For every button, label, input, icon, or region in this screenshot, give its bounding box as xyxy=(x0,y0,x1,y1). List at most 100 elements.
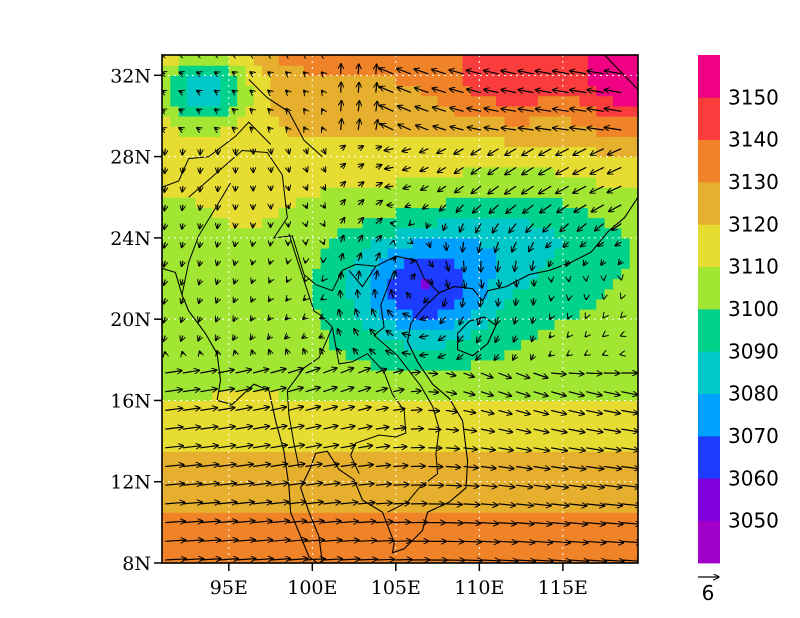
field-cell xyxy=(287,95,297,107)
wind-vector xyxy=(532,260,534,271)
field-cell xyxy=(270,522,280,534)
wind-vector xyxy=(200,521,220,523)
field-cell xyxy=(387,481,397,493)
field-cell xyxy=(287,512,297,523)
field-cell xyxy=(454,532,464,544)
field-cell xyxy=(170,309,180,320)
field-cell xyxy=(262,105,272,117)
field-cell xyxy=(454,502,464,513)
wind-vector xyxy=(164,186,165,192)
field-cell xyxy=(470,55,480,66)
field-cell xyxy=(420,248,430,259)
wind-vector xyxy=(358,119,360,131)
wind-vector xyxy=(304,298,306,300)
field-cell xyxy=(437,552,447,563)
field-cell xyxy=(220,227,230,239)
wind-vector xyxy=(393,257,395,260)
wind-vector xyxy=(376,83,377,93)
field-cell xyxy=(270,552,280,563)
field-cell xyxy=(354,55,364,66)
field-cell xyxy=(162,166,171,178)
field-cell xyxy=(170,339,180,351)
field-cell xyxy=(337,400,347,412)
wind-vector xyxy=(252,559,273,560)
field-cell xyxy=(546,55,556,66)
field-cell xyxy=(354,319,364,330)
field-cell xyxy=(496,481,505,493)
field-cell xyxy=(345,105,355,117)
field-cell xyxy=(454,410,464,422)
field-cell xyxy=(329,319,338,330)
field-cell xyxy=(337,156,347,168)
field-cell xyxy=(404,187,414,198)
wind-vector xyxy=(428,280,433,285)
field-cell xyxy=(470,339,480,351)
field-cell xyxy=(370,339,380,351)
field-cell xyxy=(312,400,322,412)
field-cell xyxy=(521,197,531,208)
wind-vector xyxy=(498,504,516,506)
field-cell xyxy=(287,390,297,402)
wind-vector xyxy=(533,523,552,525)
field-cell xyxy=(237,298,247,310)
field-cell xyxy=(479,532,489,544)
field-cell xyxy=(412,288,422,300)
field-cell xyxy=(312,298,322,310)
field-cell xyxy=(370,237,380,249)
field-cell xyxy=(220,359,230,371)
field-cell xyxy=(203,298,213,310)
field-cell xyxy=(571,512,581,523)
field-cell xyxy=(387,166,397,178)
wind-vector xyxy=(551,448,567,451)
field-cell xyxy=(470,512,480,523)
field-cell xyxy=(354,430,364,442)
wind-vector xyxy=(252,280,254,284)
field-cell xyxy=(170,359,180,371)
wind-vector xyxy=(165,371,182,373)
field-cell xyxy=(437,278,447,290)
field-cell xyxy=(604,471,614,483)
field-cell xyxy=(178,451,188,462)
field-cell xyxy=(337,380,347,391)
wind-vector xyxy=(252,540,273,542)
wind-vector xyxy=(471,185,482,193)
field-cell xyxy=(195,481,205,493)
field-cell xyxy=(529,176,539,188)
field-cell xyxy=(479,390,489,402)
field-cell xyxy=(295,237,305,249)
field-cell xyxy=(487,146,497,158)
field-cell xyxy=(621,512,631,523)
field-cell xyxy=(429,420,439,432)
field-cell xyxy=(512,369,522,381)
field-cell xyxy=(329,552,338,563)
field-cell xyxy=(612,115,622,127)
field-cell xyxy=(412,268,422,280)
field-cell xyxy=(395,248,405,259)
field-cell xyxy=(379,278,389,290)
field-cell xyxy=(437,471,447,483)
wind-vector xyxy=(568,448,586,451)
field-cell xyxy=(220,410,230,422)
field-cell xyxy=(487,75,497,87)
field-cell xyxy=(612,187,622,198)
field-cell xyxy=(571,197,581,208)
field-cell xyxy=(529,187,539,198)
field-cell xyxy=(554,532,564,544)
field-cell xyxy=(178,75,188,87)
field-cell xyxy=(587,126,597,137)
field-cell xyxy=(454,359,464,371)
wind-vector xyxy=(217,261,218,266)
field-cell xyxy=(278,410,288,422)
field-cell xyxy=(237,380,247,391)
color-bar-label: 3060 xyxy=(728,466,779,490)
field-cell xyxy=(554,95,564,107)
field-cell xyxy=(354,126,364,137)
field-cell xyxy=(529,390,539,402)
field-cell xyxy=(312,217,322,229)
field-cell xyxy=(187,268,196,280)
field-cell xyxy=(370,420,380,432)
field-cell xyxy=(529,420,539,432)
field-cell xyxy=(245,166,255,178)
field-cell xyxy=(320,430,330,442)
field-cell xyxy=(253,156,263,168)
